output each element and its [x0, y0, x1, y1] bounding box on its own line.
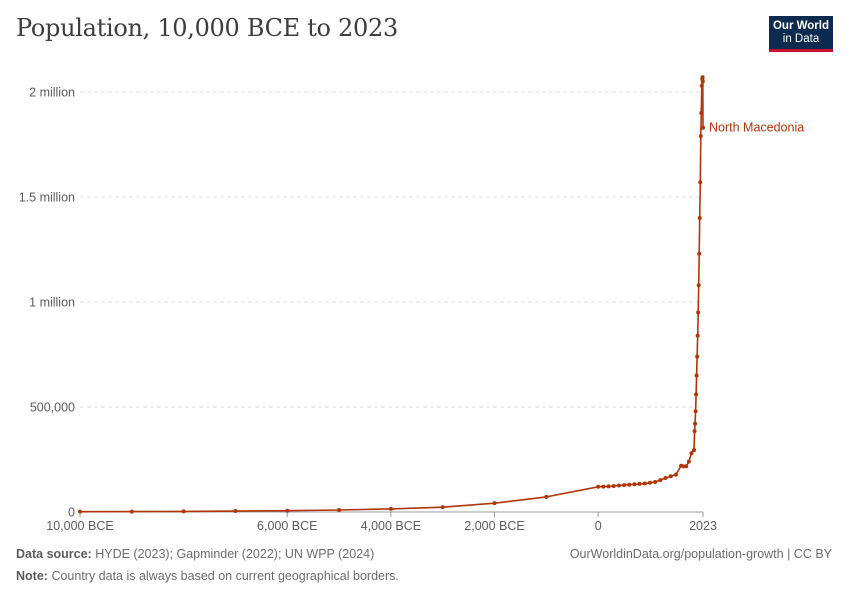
note-text: Country data is always based on current … [51, 569, 399, 583]
data-point [663, 475, 668, 480]
data-point [627, 482, 632, 487]
data-point [700, 75, 705, 80]
x-tick-label: 4,000 BCE [361, 519, 421, 533]
data-point [642, 481, 647, 486]
data-point [616, 483, 621, 488]
note-line: Note: Country data is always based on cu… [16, 569, 399, 583]
data-point [697, 216, 702, 220]
data-point [701, 125, 705, 130]
y-tick-label: 1 million [29, 296, 75, 310]
data-point [695, 354, 700, 359]
chart-title: Population, 10,000 BCE to 2023 [16, 14, 398, 42]
data-point [622, 483, 627, 488]
data-source-label: Data source: [16, 547, 92, 561]
data-point [596, 484, 601, 489]
data-source-line: Data source: HYDE (2023); Gapminder (202… [16, 547, 374, 561]
data-point [388, 506, 393, 511]
y-tick-label: 1.5 million [19, 191, 75, 205]
x-tick-label: 2023 [689, 519, 717, 533]
data-point [181, 509, 186, 514]
series-labels: North Macedonia [709, 121, 804, 135]
data-point [693, 409, 698, 414]
data-point [695, 333, 700, 338]
series-group [78, 75, 705, 514]
data-point [337, 508, 342, 513]
data-point [440, 505, 445, 510]
data-point [698, 180, 703, 185]
note-label: Note: [16, 569, 48, 583]
data-point [601, 484, 606, 489]
data-point [684, 464, 689, 469]
series-label[interactable]: North Macedonia [709, 121, 804, 135]
data-point [692, 429, 697, 434]
series-line [79, 76, 704, 513]
data-point [658, 478, 663, 483]
data-point [653, 479, 658, 484]
x-tick-label: 2,000 BCE [464, 519, 524, 533]
data-point [700, 79, 705, 84]
data-point [632, 482, 637, 487]
owid-logo[interactable]: Our World in Data [769, 16, 833, 52]
data-source-text[interactable]: HYDE (2023); Gapminder (2022); UN WPP (2… [95, 547, 375, 561]
data-point [606, 484, 611, 489]
data-point [692, 448, 697, 453]
data-point [699, 83, 704, 88]
data-point [647, 480, 652, 485]
data-point [698, 134, 703, 139]
y-tick-label: 500,000 [30, 401, 75, 415]
data-point [696, 283, 701, 288]
data-point [693, 421, 698, 426]
y-axis-tick-labels: 0 500,000 1 million 1.5 million 2 million [19, 86, 75, 520]
data-point [611, 483, 616, 488]
logo-line1: Our World [772, 20, 829, 32]
data-point [78, 509, 82, 514]
source-url-link[interactable]: OurWorldinData.org/population-growth | C… [569, 547, 832, 561]
data-point [696, 310, 701, 315]
data-point [285, 508, 290, 513]
x-tick-label: 6,000 BCE [257, 519, 317, 533]
data-point [694, 373, 699, 378]
data-point [492, 501, 497, 506]
x-tick-label: 0 [595, 519, 602, 533]
data-point [544, 494, 549, 499]
data-point [129, 509, 134, 514]
logo-line2: in Data [782, 33, 820, 45]
grid-lines [80, 91, 703, 408]
data-point [699, 111, 704, 115]
data-point [233, 509, 238, 514]
data-point [668, 474, 673, 479]
data-point [673, 472, 678, 477]
x-axis: 10,000 BCE 6,000 BCE 4,000 BCE 2,000 BCE 0 20… [46, 511, 717, 533]
y-tick-label: 2 million [29, 86, 75, 100]
data-point [689, 451, 694, 456]
data-point [694, 392, 699, 397]
y-tick-label: 0 [68, 506, 75, 520]
x-tick-label: 10,000 BCE [46, 519, 113, 533]
data-point [697, 251, 702, 256]
data-point [686, 459, 691, 464]
data-point [637, 481, 642, 486]
